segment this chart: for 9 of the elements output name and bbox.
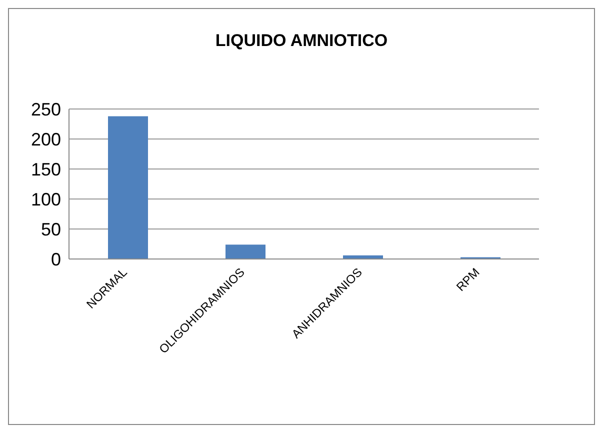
bar (226, 244, 266, 259)
y-tick-label: 50 (40, 219, 61, 240)
chart-title: LIQUIDO AMNIOTICO (214, 31, 389, 51)
bar (108, 116, 148, 259)
y-tick-label: 200 (30, 129, 61, 150)
y-tick-label: 150 (30, 159, 61, 180)
y-tick-label: 250 (30, 99, 61, 120)
y-tick-label: 100 (30, 189, 61, 210)
y-tick-label: 0 (50, 249, 61, 270)
